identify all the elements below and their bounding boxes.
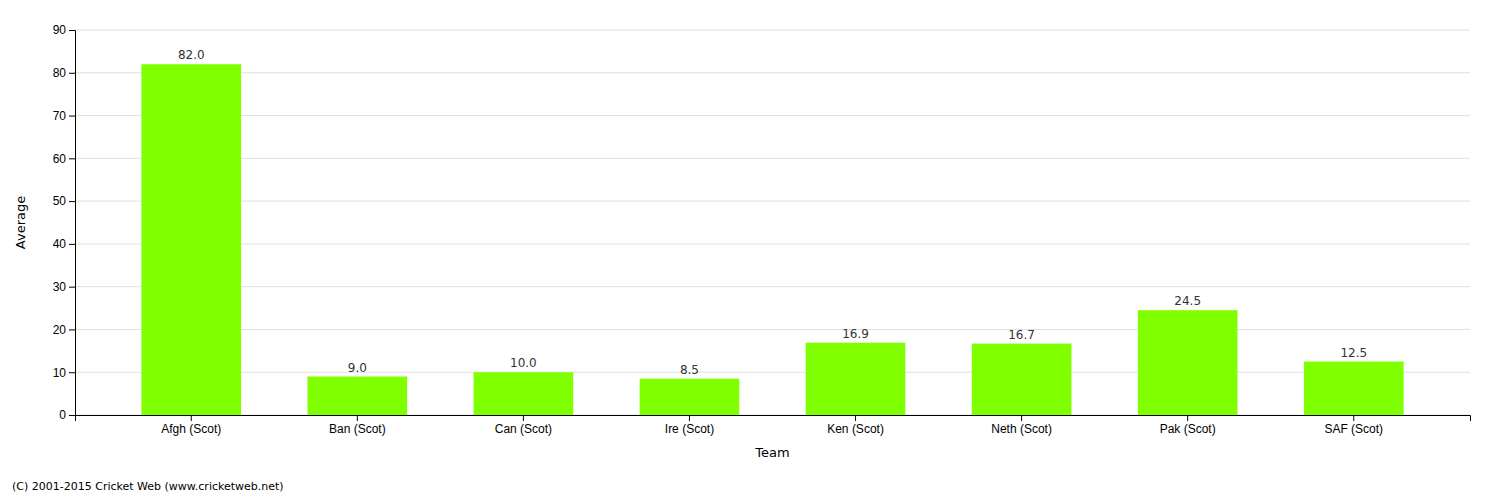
grid-line xyxy=(75,72,1470,73)
x-tick-mark xyxy=(1021,415,1022,421)
x-tick: Neth (Scot) xyxy=(991,415,1052,436)
bar xyxy=(474,372,574,415)
y-tick-label: 30 xyxy=(53,280,67,294)
y-tick-mark xyxy=(69,30,75,31)
footer: (C) 2001-2015 Cricket Web (www.cricketwe… xyxy=(12,480,284,493)
bar xyxy=(640,379,740,415)
x-tick-mark xyxy=(357,415,358,421)
y-tick-label: 90 xyxy=(53,23,67,37)
y-tick: 10 xyxy=(53,366,75,380)
chart: Afgh (Scot) Ban (Scot) Can (Scot) Ire (Scot… xyxy=(0,0,1500,500)
bar xyxy=(972,344,1072,415)
data-label: 10.0 xyxy=(510,356,537,370)
y-tick-label: 20 xyxy=(53,323,67,337)
y-tick: 60 xyxy=(53,152,75,166)
grid-line xyxy=(75,286,1470,287)
grid-line xyxy=(75,158,1470,159)
x-axis-title: Team xyxy=(754,445,789,460)
y-tick: 50 xyxy=(53,194,75,208)
bar xyxy=(308,377,408,416)
x-tick-mark xyxy=(191,415,192,421)
x-tick-label: Ire (Scot) xyxy=(665,422,714,436)
x-tick: Can (Scot) xyxy=(495,415,552,436)
data-label: 8.5 xyxy=(680,363,699,377)
y-axis-title: Average xyxy=(13,196,28,249)
y-tick-mark xyxy=(69,73,75,74)
y-tick-label: 80 xyxy=(53,66,67,80)
grid-line xyxy=(75,30,1470,31)
bar xyxy=(141,64,241,415)
y-tick: 70 xyxy=(53,109,75,123)
data-label: 82.0 xyxy=(178,48,205,62)
x-axis: Afgh (Scot) Ban (Scot) Can (Scot) Ire (Scot… xyxy=(76,415,1471,436)
y-tick-mark xyxy=(69,244,75,245)
y-tick: 30 xyxy=(53,280,75,294)
data-label: 12.5 xyxy=(1340,346,1367,360)
y-tick: 0 xyxy=(59,408,75,422)
x-tick: Ire (Scot) xyxy=(665,415,714,436)
y-tick-label: 50 xyxy=(53,194,67,208)
x-tick: Pak (Scot) xyxy=(1160,415,1216,436)
bar xyxy=(806,343,906,415)
data-label: 16.9 xyxy=(842,327,869,341)
bars xyxy=(141,64,1403,415)
x-tick-label: Pak (Scot) xyxy=(1160,422,1216,436)
y-tick: 20 xyxy=(53,323,75,337)
x-tick: SAF (Scot) xyxy=(1324,415,1383,436)
y-tick: 40 xyxy=(53,237,75,251)
grid-line xyxy=(75,201,1470,202)
y-axis: 0 10 20 30 40 50 60 70 80 90 xyxy=(53,23,76,422)
bar xyxy=(1138,310,1238,415)
x-tick-label: Ken (Scot) xyxy=(827,422,884,436)
bar xyxy=(1304,362,1404,415)
x-tick-label: SAF (Scot) xyxy=(1324,422,1383,436)
x-tick-mark xyxy=(689,415,690,421)
y-tick-label: 40 xyxy=(53,237,67,251)
x-tick: Afgh (Scot) xyxy=(161,415,221,436)
x-tick: Ban (Scot) xyxy=(329,415,386,436)
y-tick-mark xyxy=(69,372,75,373)
x-tick: Ken (Scot) xyxy=(827,415,884,436)
y-tick-mark xyxy=(69,415,75,416)
x-tick-label: Can (Scot) xyxy=(495,422,552,436)
data-label: 24.5 xyxy=(1174,294,1201,308)
x-tick-mark xyxy=(523,415,524,421)
y-tick: 80 xyxy=(53,66,75,80)
y-tick: 90 xyxy=(53,23,75,37)
grid-line xyxy=(75,115,1470,116)
plot: Afgh (Scot) Ban (Scot) Can (Scot) Ire (Scot… xyxy=(53,23,1471,435)
grid-line xyxy=(75,243,1470,244)
data-label: 16.7 xyxy=(1008,328,1035,342)
y-axis-line xyxy=(69,31,76,416)
x-tick-mark xyxy=(855,415,856,421)
y-tick-label: 10 xyxy=(53,366,67,380)
y-tick-mark xyxy=(69,116,75,117)
x-tick-mark xyxy=(1187,415,1188,421)
data-labels: 82.0 9.0 10.0 8.5 16.9 16.7 24.5 12.5 xyxy=(178,48,1367,376)
grid-line xyxy=(75,329,1470,330)
y-tick-label: 60 xyxy=(53,152,67,166)
y-tick-mark xyxy=(69,329,75,330)
y-tick-label: 70 xyxy=(53,109,67,123)
data-label: 9.0 xyxy=(348,361,367,375)
y-tick-mark xyxy=(69,201,75,202)
y-tick-mark xyxy=(69,287,75,288)
x-tick-label: Neth (Scot) xyxy=(991,422,1052,436)
grid-line xyxy=(75,372,1470,373)
y-tick-mark xyxy=(69,158,75,159)
x-axis-line xyxy=(76,416,1471,422)
x-tick-label: Afgh (Scot) xyxy=(161,422,221,436)
y-tick-label: 0 xyxy=(59,408,66,422)
x-tick-label: Ban (Scot) xyxy=(329,422,386,436)
grid xyxy=(75,30,1470,415)
x-tick-mark xyxy=(1353,415,1354,421)
